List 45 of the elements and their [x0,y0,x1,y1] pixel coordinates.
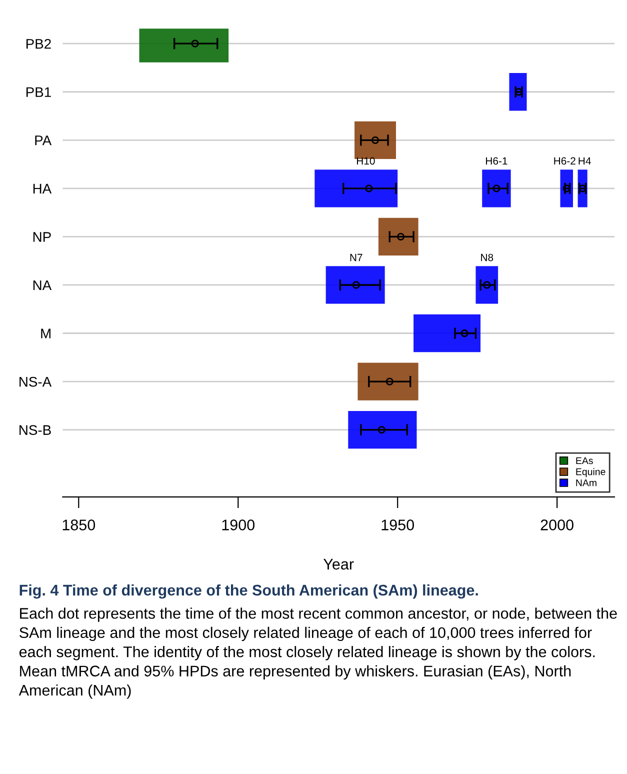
text: Each dot represents the time of the most recent common ancestor, or node, between the SAm lineage and the most closely related lineage of each of 10,000 trees inferred for each segment. The identity of the most closely related lineage is shown by the colors. Mean tMRCA and 95% HPDs are represented by whiskers. Eurasian (EAs), North American (NAm) [18,608,617,699]
y-tick-label: M [41,328,50,338]
bar [476,266,498,304]
caption: Fig. 4 Time of divergence of the South American (SAm) lineage. [20,584,478,599]
point [191,40,199,48]
x-tick-label: 1950 [382,520,414,530]
annotation: H6-1 [486,157,508,165]
point [386,378,394,386]
bar [348,410,417,449]
y-tick-label: NS-B [20,425,51,435]
y-tick-label: PA [35,136,52,146]
bar [314,170,398,208]
annotation: H4 [578,157,591,165]
x-tick-label: 1900 [222,520,255,530]
x-axis-title: Year [323,558,354,570]
point [396,232,405,241]
annotation: N7 [350,254,362,262]
annotation: H10 [356,157,375,165]
bar [509,73,527,111]
bar [482,170,511,208]
annotation: H6-2 [554,157,576,165]
y-tick-label: PB2 [26,38,51,49]
x-tick-label: 1850 [62,520,96,530]
point [371,136,380,144]
point [492,184,500,192]
legend-label: Equine [576,468,606,478]
bar [358,362,418,400]
legend-label: EAs [576,457,593,464]
y-tick-label: PB1 [26,87,51,97]
annotation: N8 [481,254,494,262]
y-tick-label: NP [33,232,51,242]
legend-label: NAm [576,479,596,486]
x-tick-label: 2000 [540,520,574,530]
point [378,426,386,434]
y-tick-label: NA [33,280,52,290]
bar [378,218,418,256]
point [352,281,360,289]
bar [354,121,396,159]
y-tick-label: NS-A [20,376,52,387]
point [460,329,468,338]
point [483,281,491,289]
point [365,184,373,192]
bar [326,266,385,304]
y-tick-label: HA [33,184,52,194]
bar [414,314,481,352]
